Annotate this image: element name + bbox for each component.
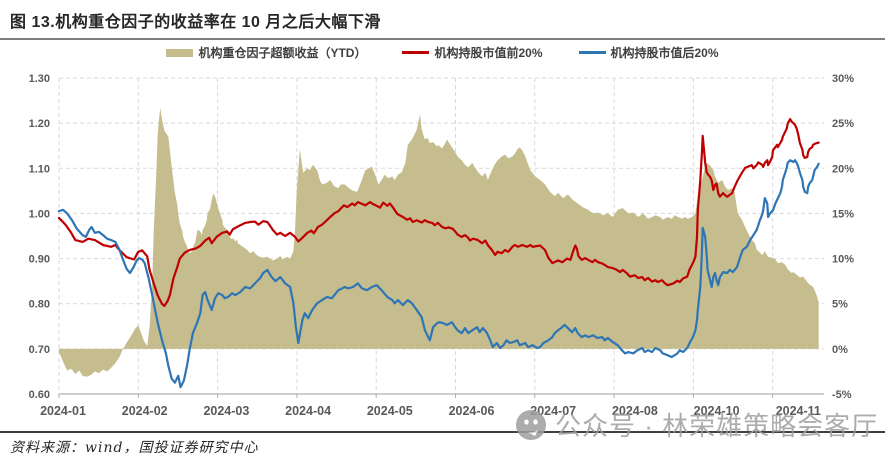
svg-text:2024-03: 2024-03 xyxy=(203,404,249,418)
source-note: 资料来源：wind，国投证券研究中心 xyxy=(10,440,259,456)
figure-title: 图 13.机构重仓因子的收益率在 10 月之后大幅下滑 xyxy=(10,14,381,31)
svg-text:-5%: -5% xyxy=(832,389,852,401)
svg-text:2024-06: 2024-06 xyxy=(449,404,495,418)
svg-text:5%: 5% xyxy=(832,299,848,311)
chart-legend: 机构重仓因子超额收益（YTD） 机构持股市值前20% 机构持股市值后20% xyxy=(0,44,885,61)
svg-text:30%: 30% xyxy=(832,73,854,85)
svg-text:2024-08: 2024-08 xyxy=(612,404,658,418)
svg-text:2024-11: 2024-11 xyxy=(776,404,821,418)
svg-text:0.80: 0.80 xyxy=(29,299,50,311)
svg-text:2024-07: 2024-07 xyxy=(530,404,576,418)
svg-text:1.30: 1.30 xyxy=(29,73,50,85)
svg-text:2024-01: 2024-01 xyxy=(40,404,86,418)
legend-label: 机构持股市值后20% xyxy=(610,46,719,60)
legend-item-area: 机构重仓因子超额收益（YTD） xyxy=(166,44,366,61)
svg-text:20%: 20% xyxy=(832,163,854,175)
area-swatch-icon xyxy=(166,48,194,57)
svg-text:25%: 25% xyxy=(832,118,854,130)
legend-item-top20: 机构持股市值前20% xyxy=(402,44,543,61)
svg-text:2024-04: 2024-04 xyxy=(285,404,331,418)
legend-label: 机构持股市值前20% xyxy=(434,46,543,60)
red-line-swatch-icon xyxy=(402,51,430,54)
svg-text:2024-02: 2024-02 xyxy=(122,404,168,418)
svg-text:0%: 0% xyxy=(832,344,848,356)
svg-text:1.10: 1.10 xyxy=(29,163,50,175)
bottom-divider xyxy=(0,431,885,433)
blue-line-swatch-icon xyxy=(578,51,606,54)
svg-text:2024-10: 2024-10 xyxy=(694,404,740,418)
svg-text:2024-05: 2024-05 xyxy=(367,404,413,418)
title-divider xyxy=(0,38,885,40)
svg-text:0.90: 0.90 xyxy=(29,254,50,266)
svg-text:0.70: 0.70 xyxy=(29,344,50,356)
svg-text:1.20: 1.20 xyxy=(29,118,50,130)
legend-item-bottom20: 机构持股市值后20% xyxy=(578,44,719,61)
legend-label: 机构重仓因子超额收益（YTD） xyxy=(198,46,367,60)
svg-text:0.60: 0.60 xyxy=(29,389,50,401)
svg-text:10%: 10% xyxy=(832,254,854,266)
svg-text:15%: 15% xyxy=(832,208,854,220)
svg-text:1.00: 1.00 xyxy=(29,208,50,220)
